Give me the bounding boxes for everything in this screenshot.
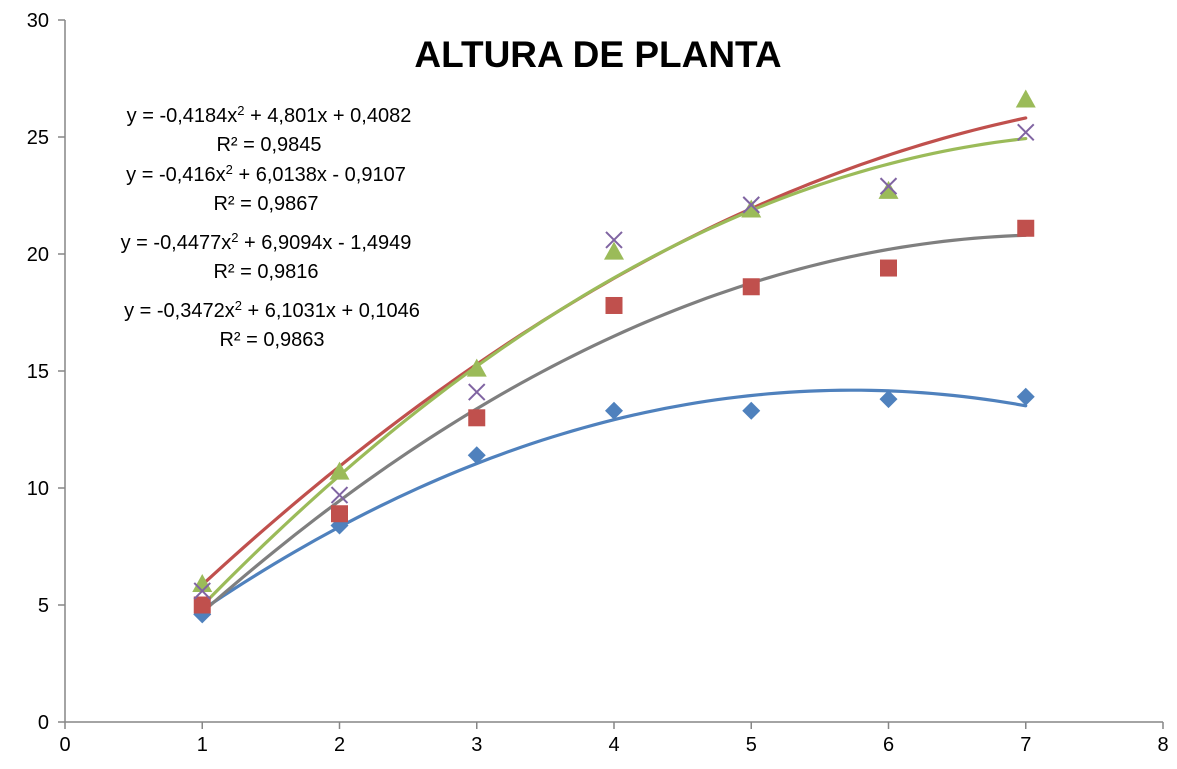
r-squared-label: R² = 0,9845: [216, 134, 321, 156]
y-tick-label: 5: [38, 595, 49, 617]
data-point-series-4: [330, 486, 349, 504]
equation-suffix: + 6,1031x + 0,1046: [242, 300, 420, 322]
trendline-equation: y = -0,416x2 + 6,0138x - 0,9107: [126, 162, 406, 187]
x-tick-label: 3: [471, 734, 482, 756]
data-point-series-4: [605, 231, 623, 249]
ticks: 0 1 2 3 4 5 6 7 8 0 5 10 15 20 25 30: [27, 10, 1169, 756]
data-point-series-2: [742, 278, 760, 296]
y-tick-label: 15: [27, 361, 49, 383]
data-point-series-3: [466, 358, 487, 377]
r-squared-label: R² = 0,9816: [213, 261, 318, 283]
trendline-equation: y = -0,4184x2 + 4,801x + 0,4082: [127, 103, 412, 128]
data-point-series-4: [742, 196, 760, 214]
data-point-series-3: [1015, 89, 1036, 108]
y-tick-label: 20: [27, 244, 49, 266]
data-point-series-3: [741, 199, 762, 218]
trendline-series-4: [200, 233, 1028, 614]
equation-exponent: 2: [237, 103, 244, 118]
data-point-series-2: [880, 259, 897, 277]
trendline-layer: [200, 116, 1028, 614]
equation-suffix: + 4,801x + 0,4082: [245, 105, 412, 127]
equation-prefix: y = -0,4184x: [127, 105, 238, 127]
data-point-series-2: [605, 296, 623, 314]
data-point-series-3: [878, 180, 899, 199]
equation-prefix: y = -0,3472x: [124, 300, 235, 322]
equation-exponent: 2: [231, 230, 238, 245]
y-tick-label: 25: [27, 127, 49, 149]
r-squared-label: R² = 0,9863: [219, 329, 324, 351]
x-tick-label: 6: [883, 734, 894, 756]
data-point-series-1: [605, 401, 623, 420]
data-point-series-1: [1016, 387, 1035, 406]
equation-exponent: 2: [235, 298, 242, 313]
r-squared-label: R² = 0,9867: [213, 193, 318, 215]
data-point-series-3: [604, 241, 624, 260]
data-point-series-3: [192, 573, 213, 592]
data-point-series-4: [193, 582, 211, 600]
marker-layer: [192, 89, 1036, 624]
y-tick-label: 0: [38, 712, 49, 734]
data-point-series-3: [329, 461, 350, 480]
trendline-equation: y = -0,3472x2 + 6,1031x + 0,1046: [124, 298, 420, 323]
equation-prefix: y = -0,4477x: [121, 232, 232, 254]
data-point-series-4: [879, 177, 898, 195]
trendline-series-2: [200, 116, 1028, 587]
equation-suffix: + 6,9094x - 1,4949: [238, 232, 411, 254]
trendline-equation: y = -0,4477x2 + 6,9094x - 1,4949: [121, 230, 412, 255]
x-tick-label: 0: [59, 734, 70, 756]
equation-exponent: 2: [226, 162, 233, 177]
data-point-series-1: [467, 446, 486, 465]
equation-prefix: y = -0,416x: [126, 164, 226, 186]
data-point-series-2: [468, 409, 486, 427]
data-point-series-2: [193, 596, 211, 614]
y-tick-label: 30: [27, 10, 49, 32]
y-tick-label: 10: [27, 478, 49, 500]
trendline-series-1: [200, 388, 1028, 612]
equation-suffix: + 6,0138x - 0,9107: [233, 164, 406, 186]
data-point-series-4: [1017, 123, 1035, 142]
x-tick-label: 2: [334, 734, 345, 756]
data-point-series-4: [468, 383, 486, 401]
chart-title: ALTURA DE PLANTA: [414, 34, 781, 75]
data-point-series-1: [879, 390, 898, 409]
data-point-series-1: [742, 401, 761, 420]
x-tick-label: 1: [197, 734, 208, 756]
x-tick-label: 8: [1157, 734, 1168, 756]
x-tick-label: 4: [608, 734, 619, 756]
data-point-series-2: [1017, 219, 1035, 237]
data-point-series-2: [331, 505, 348, 523]
x-tick-label: 5: [746, 734, 757, 756]
x-tick-label: 7: [1020, 734, 1031, 756]
